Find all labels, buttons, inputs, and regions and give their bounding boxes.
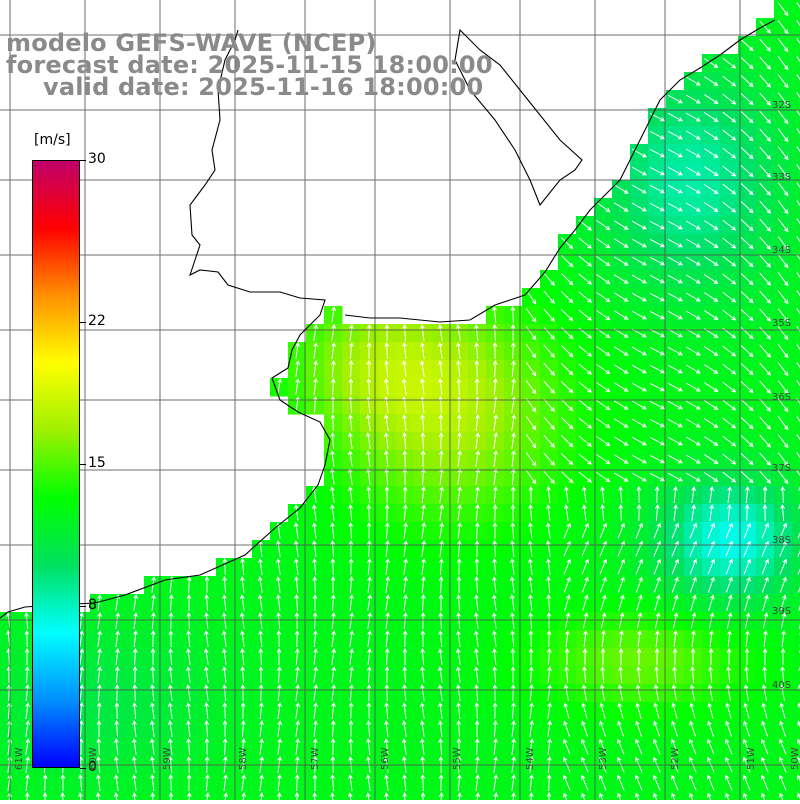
latitude-label: 36S [772, 392, 791, 403]
wind-cell [360, 792, 379, 800]
wind-cell [792, 288, 800, 307]
longitude-label: 51W [746, 747, 757, 770]
colorbar-tick-label: 22 [88, 313, 106, 329]
wind-cell [792, 36, 800, 55]
wind-cell [792, 450, 800, 469]
wind-cell [792, 486, 800, 505]
wind-cell [792, 270, 800, 289]
wind-cell [792, 630, 800, 649]
wind-cell [792, 72, 800, 91]
wind-cell [792, 432, 800, 451]
longitude-label: 53W [598, 747, 609, 770]
wind-cell [792, 306, 800, 325]
wind-cell [792, 216, 800, 235]
latitude-label: 37S [772, 463, 791, 474]
wind-cell [792, 414, 800, 433]
longitude-label: 57W [310, 747, 321, 770]
latitude-label: 32S [772, 100, 791, 111]
latitude-label: 34S [772, 245, 791, 256]
wind-cell [792, 54, 800, 73]
latitude-label: 39S [772, 606, 791, 617]
wind-cell [792, 18, 800, 37]
wind-cell [792, 126, 800, 145]
wind-cell [108, 792, 127, 800]
colorbar-gradient [33, 161, 79, 767]
wind-cell [792, 648, 800, 667]
longitude-label: 54W [525, 747, 536, 770]
wind-cell [792, 378, 800, 397]
latitude-label: 40S [772, 680, 791, 691]
colorbar-tick-mark [80, 768, 86, 769]
latitude-label: 33S [772, 172, 791, 183]
wind-cell [792, 666, 800, 685]
longitude-label: 50W [790, 747, 800, 770]
wind-cell [792, 162, 800, 181]
wind-cell [792, 360, 800, 379]
colorbar-tick-mark [80, 606, 86, 607]
wind-cell [90, 792, 109, 800]
colorbar-tick-label: 30 [88, 151, 106, 167]
colorbar-tick-mark [80, 160, 86, 161]
wind-cell [792, 324, 800, 343]
longitude-label: 58W [238, 747, 249, 770]
wind-cell [792, 468, 800, 487]
wind-cell [792, 0, 800, 19]
wind-cell [792, 90, 800, 109]
wind-cell [342, 792, 361, 800]
latitude-label: 38S [772, 535, 791, 546]
longitude-label: 60W [88, 747, 99, 770]
wind-cell [792, 144, 800, 163]
colorbar [32, 160, 80, 768]
wind-cell [792, 612, 800, 631]
colorbar-tick-mark [80, 464, 86, 465]
colorbar-units: [m/s] [34, 132, 71, 148]
wind-cell [792, 540, 800, 559]
wind-cell [792, 342, 800, 361]
colorbar-tick-label: 8 [88, 597, 97, 613]
colorbar-tick-mark [80, 322, 86, 323]
longitude-label: 61W [14, 747, 25, 770]
colorbar-tick-label: 15 [88, 455, 106, 471]
wind-cell [792, 396, 800, 415]
longitude-label: 52W [670, 747, 681, 770]
longitude-label: 55W [452, 747, 463, 770]
wind-cell [792, 234, 800, 253]
wind-cell [792, 180, 800, 199]
wind-cell [792, 108, 800, 127]
latitude-label: 35S [772, 318, 791, 329]
longitude-label: 56W [380, 747, 391, 770]
longitude-label: 59W [162, 747, 173, 770]
valid-date: valid date: 2025-11-16 18:00:00 [43, 75, 483, 99]
wind-cell [792, 198, 800, 217]
